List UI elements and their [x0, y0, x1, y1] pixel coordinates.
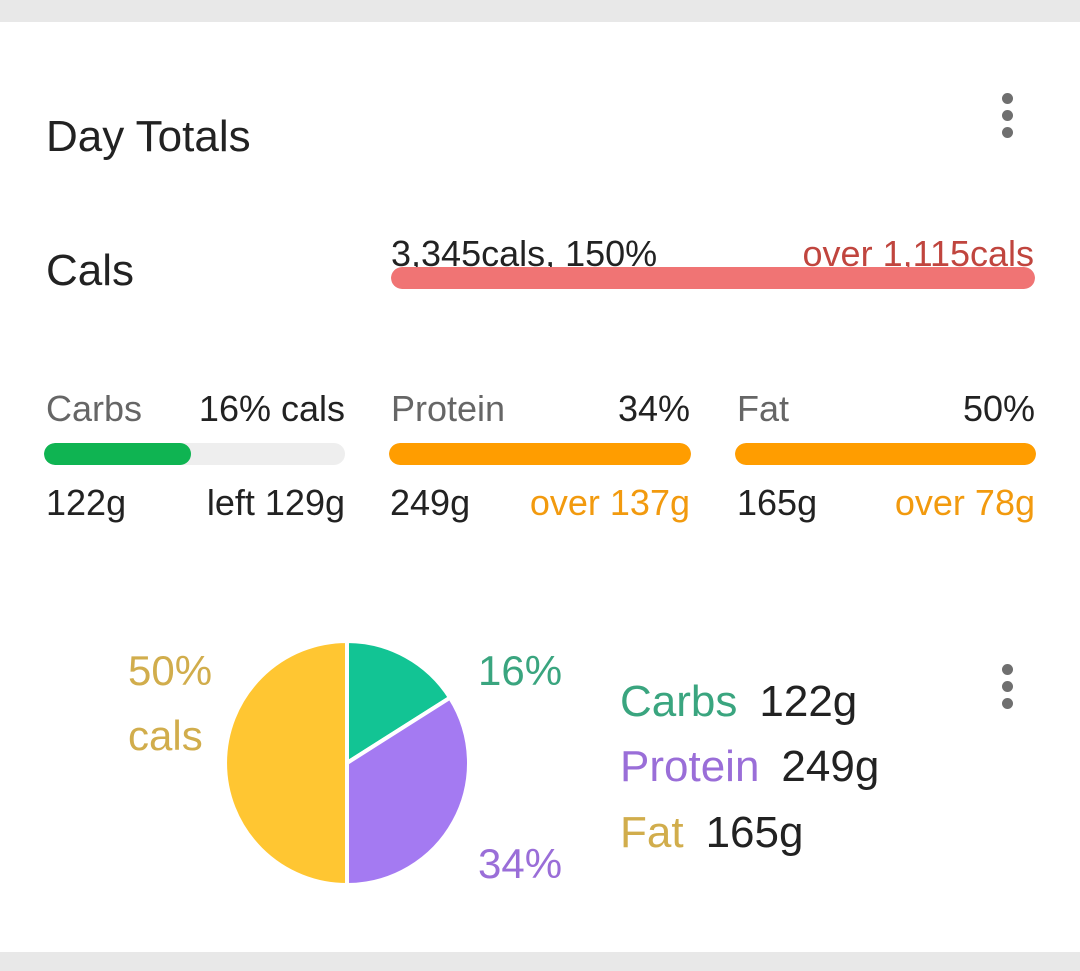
fat-remaining: over 78g — [894, 482, 1035, 523]
pie-label-protein-pct: 34% — [478, 840, 563, 887]
carbs-grams: 122g — [46, 482, 127, 523]
calories-label: Cals — [46, 246, 135, 295]
protein-remaining: over 137g — [529, 482, 690, 523]
legend-value: 249g — [781, 742, 880, 791]
pie-slice-protein — [345, 695, 471, 887]
calories-progress-bar — [391, 267, 1035, 289]
fat-grams: 165g — [737, 482, 818, 523]
day-totals-card: Day Totals Cals 3,345cals, 150% over 1,1… — [0, 22, 1080, 952]
legend-item-fat: Fat 165g — [620, 808, 803, 858]
more-vert-icon[interactable] — [992, 656, 1022, 716]
carbs-label: Carbs — [46, 388, 143, 429]
pie-label-carbs-pct: 16% — [478, 647, 563, 694]
macro-pie-chart — [223, 639, 471, 887]
carbs-pct: 16% cals — [198, 388, 345, 429]
pie-label-fat-unit: cals — [128, 712, 203, 759]
fat-progress-fill — [735, 443, 1036, 465]
legend-item-carbs: Carbs 122g — [620, 677, 857, 727]
fat-pct: 50% — [962, 388, 1035, 429]
legend-value: 165g — [705, 808, 804, 857]
carbs-remaining: left 129g — [206, 482, 345, 523]
protein-progress-bar — [389, 443, 691, 465]
carbs-progress-bar — [44, 443, 345, 465]
more-vert-icon[interactable] — [992, 85, 1022, 145]
calories-progress-fill — [391, 267, 1035, 289]
card-title: Day Totals — [46, 112, 251, 161]
legend-name: Carbs — [620, 677, 738, 726]
fat-progress-bar — [735, 443, 1036, 465]
protein-grams: 249g — [390, 482, 471, 523]
legend-value: 122g — [759, 677, 858, 726]
protein-label: Protein — [391, 388, 506, 429]
pie-slice-fat — [223, 639, 349, 887]
pie-slice-carbs — [345, 639, 453, 765]
fat-label: Fat — [737, 388, 790, 429]
protein-pct: 34% — [617, 388, 690, 429]
protein-progress-fill — [389, 443, 691, 465]
pie-label-fat-pct: 50% — [128, 647, 213, 694]
legend-name: Protein — [620, 742, 760, 791]
legend-name: Fat — [620, 808, 684, 857]
carbs-progress-fill — [44, 443, 192, 465]
legend-item-protein: Protein 249g — [620, 742, 879, 792]
